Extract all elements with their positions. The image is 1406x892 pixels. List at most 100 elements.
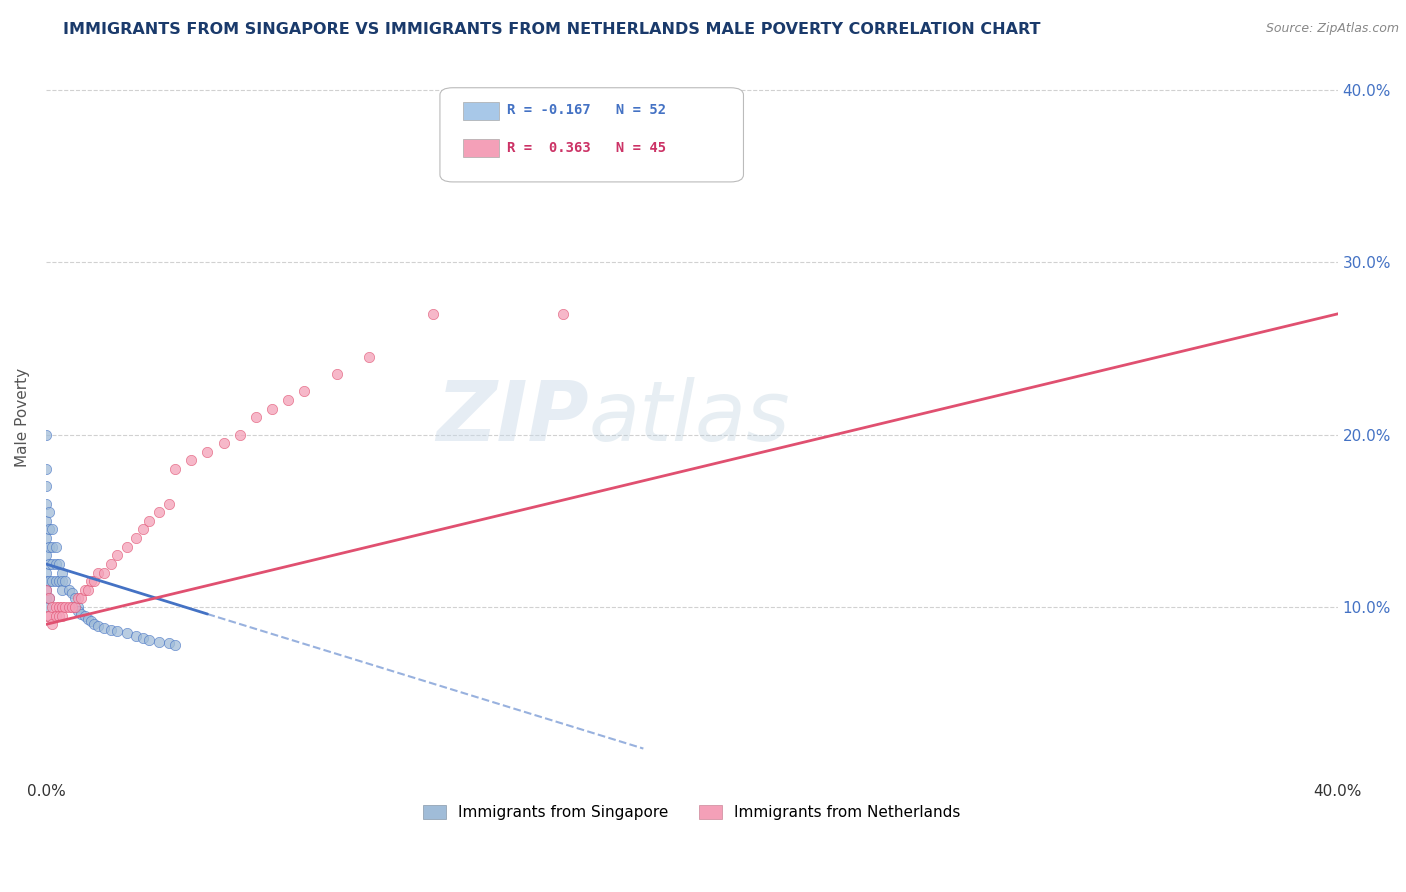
Point [45,574,67,589]
Point [551,307,574,321]
Point [93,621,115,635]
Point [48,600,70,615]
Point [45,540,67,554]
Point [292,384,315,399]
Point [83,574,105,589]
Point [245,410,267,425]
Point [100,557,122,571]
Point [35,427,58,442]
Point [45,600,67,615]
Point [422,307,444,321]
Point [51,566,73,580]
Point [35,574,58,589]
Point [48,557,70,571]
Point [157,636,180,650]
Point [93,566,115,580]
Point [35,531,58,545]
Point [45,608,67,623]
Point [58,582,80,597]
Point [70,607,93,621]
Point [138,632,160,647]
Point [35,582,58,597]
Text: atlas: atlas [589,377,790,458]
Point [70,591,93,606]
Y-axis label: Male Poverty: Male Poverty [15,368,30,467]
Text: R = -0.167   N = 52: R = -0.167 N = 52 [508,103,666,117]
Point [35,582,58,597]
Point [148,634,170,648]
Point [86,619,108,633]
Point [38,591,60,606]
Point [77,582,100,597]
Point [73,582,96,597]
Point [45,557,67,571]
Point [228,427,250,442]
Point [80,614,103,628]
Text: Source: ZipAtlas.com: Source: ZipAtlas.com [1265,22,1399,36]
Point [60,600,83,615]
Point [83,617,105,632]
Point [115,626,138,640]
Point [105,549,128,563]
Point [197,445,219,459]
Point [38,591,60,606]
Point [100,623,122,637]
Point [67,600,90,615]
Point [48,608,70,623]
FancyBboxPatch shape [440,87,744,182]
Point [60,586,83,600]
Point [58,600,80,615]
Point [148,505,170,519]
Point [67,591,90,606]
Point [260,401,283,416]
Point [41,523,63,537]
Point [41,617,63,632]
Point [115,540,138,554]
Point [38,523,60,537]
Point [38,505,60,519]
Point [357,350,380,364]
Point [132,523,155,537]
Point [105,624,128,639]
Text: ZIP: ZIP [436,377,589,458]
Point [41,600,63,615]
Point [35,479,58,493]
Point [63,591,86,606]
Point [41,557,63,571]
Point [51,608,73,623]
Point [38,557,60,571]
Point [157,497,180,511]
FancyBboxPatch shape [463,102,499,120]
Point [53,600,76,615]
Point [325,368,347,382]
Point [165,462,187,476]
Point [73,608,96,623]
Point [35,497,58,511]
FancyBboxPatch shape [463,139,499,157]
Point [212,436,235,450]
Point [67,603,90,617]
Point [35,608,58,623]
Point [77,612,100,626]
Text: IMMIGRANTS FROM SINGAPORE VS IMMIGRANTS FROM NETHERLANDS MALE POVERTY CORRELATIO: IMMIGRANTS FROM SINGAPORE VS IMMIGRANTS … [63,22,1040,37]
Point [48,574,70,589]
Point [38,574,60,589]
Point [53,574,76,589]
Point [180,453,202,467]
Point [35,514,58,528]
Point [41,540,63,554]
Point [86,566,108,580]
Point [51,582,73,597]
Legend: Immigrants from Singapore, Immigrants from Netherlands: Immigrants from Singapore, Immigrants fr… [418,799,967,826]
Point [35,600,58,615]
Point [35,566,58,580]
Point [38,608,60,623]
Point [63,600,86,615]
Point [35,462,58,476]
Point [41,574,63,589]
Text: R =  0.363   N = 45: R = 0.363 N = 45 [508,141,666,155]
Point [125,531,148,545]
Point [35,591,58,606]
Point [277,393,299,408]
Point [138,514,160,528]
